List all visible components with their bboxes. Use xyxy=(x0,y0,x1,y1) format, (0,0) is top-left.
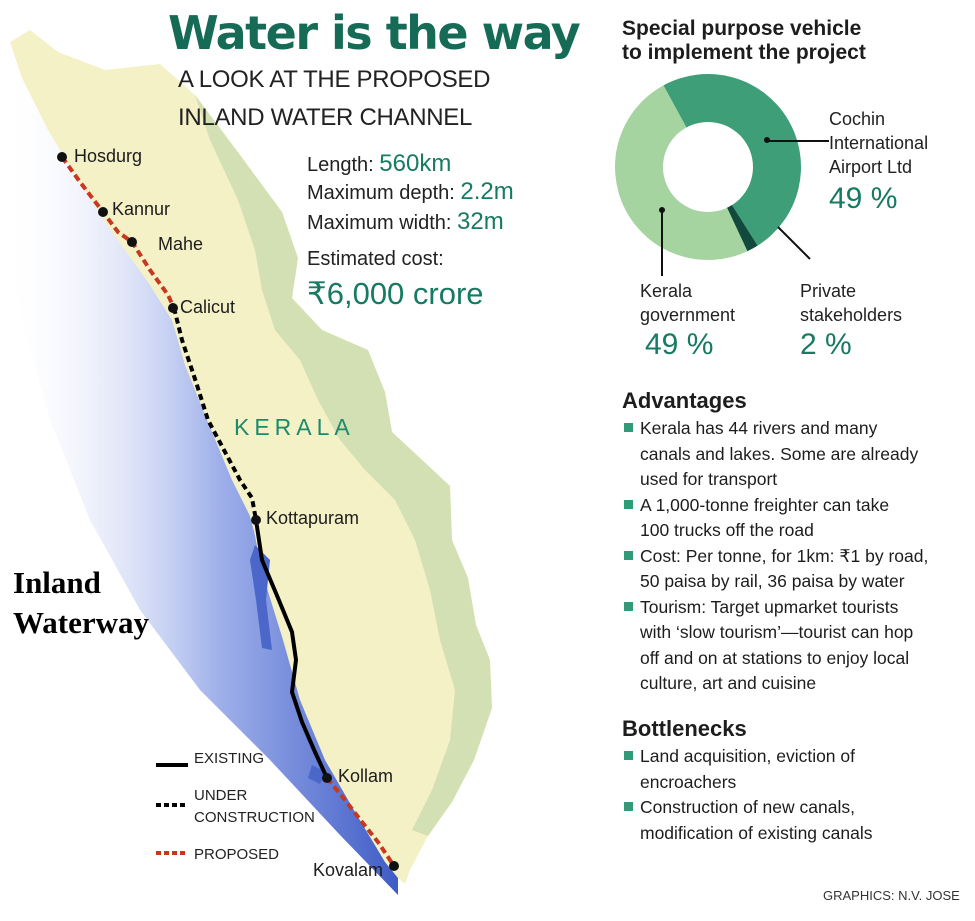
stat-cost-label: Estimated cost: xyxy=(307,248,444,270)
western-ghats xyxy=(195,95,492,836)
advantage-1-line2: canals and lakes. Some are already xyxy=(640,443,919,464)
bullet-square xyxy=(624,550,633,560)
bottlenecks-heading: Bottlenecks xyxy=(622,716,747,741)
town-dot-kannur xyxy=(98,207,108,217)
route-proposed-south xyxy=(325,776,396,868)
stat-depth-value: 2.2m xyxy=(460,178,514,205)
advantage-4-line3: off and on at stations to enjoy local xyxy=(640,647,910,668)
town-dot-calicut xyxy=(168,303,178,313)
legend-label-proposed: PROPOSED xyxy=(194,846,280,863)
town-label-calicut: Calicut xyxy=(180,297,236,317)
page-title: Water is the way xyxy=(168,6,581,60)
bullet-square xyxy=(624,751,633,760)
overlay-caption-line1: Inland xyxy=(13,565,101,600)
bottleneck-2-line1: Construction of new canals, xyxy=(640,797,855,817)
town-label-kottapuram: Kottapuram xyxy=(266,508,360,528)
bottleneck-item: Construction of new canals, modification… xyxy=(622,795,967,846)
cial-label-line1: Cochin xyxy=(829,109,886,129)
stat-depth-label: Maximum depth: xyxy=(307,182,455,204)
stat-cost-value: ₹6,000 crore xyxy=(307,276,484,311)
kerala-govt-label-line2: government xyxy=(640,305,736,325)
advantage-item: Cost: Per tonne, for 1km: ₹1 by road, 50… xyxy=(622,544,967,595)
cial-percent: 49 % xyxy=(829,182,898,215)
cial-label: Cochin International Airport Ltd xyxy=(829,107,928,179)
kerala-leader-dot xyxy=(659,207,665,213)
advantage-4-line4: culture, art and cuisine xyxy=(640,673,817,693)
bullet-square xyxy=(624,802,633,811)
bottlenecks-list: Land acquisition, eviction of encroacher… xyxy=(622,744,967,846)
private-leader-line xyxy=(777,226,811,260)
private-label: Private stakeholders xyxy=(800,279,902,327)
town-dot-kovalam xyxy=(389,861,399,871)
legend-label-existing: EXISTING xyxy=(194,750,265,767)
town-label-hosdurg: Hosdurg xyxy=(74,146,143,166)
cial-label-line3: Airport Ltd xyxy=(829,157,913,177)
bottleneck-item: Land acquisition, eviction of encroacher… xyxy=(622,744,967,795)
spv-title: Special purpose vehicle to implement the… xyxy=(622,17,866,65)
cial-leader-line xyxy=(767,140,829,142)
advantages-list: Kerala has 44 rivers and many canals and… xyxy=(622,416,967,697)
advantage-3-line1: Cost: Per tonne, for 1km: ₹1 by road, xyxy=(640,545,929,566)
kerala-govt-label-line1: Kerala xyxy=(640,281,693,301)
advantage-1-line1: Kerala has 44 rivers and many xyxy=(640,418,878,438)
spv-title-line1: Special purpose vehicle xyxy=(622,17,862,40)
kerala-leader-line xyxy=(661,212,663,276)
private-label-line2: stakeholders xyxy=(800,305,903,325)
ownership-donut-chart xyxy=(615,74,811,260)
advantage-2-line1: A 1,000-tonne freighter can take xyxy=(640,494,890,515)
stat-width: Maximum width: 32m xyxy=(307,208,504,236)
advantage-3-line2: 50 paisa by rail, 36 paisa by water xyxy=(640,571,905,591)
town-label-mahe: Mahe xyxy=(158,234,204,254)
route-proposed-north xyxy=(60,155,176,309)
advantage-4-line1: Tourism: Target upmarket tourists xyxy=(640,596,899,617)
bullet-square xyxy=(624,423,633,432)
kerala-govt-percent: 49 % xyxy=(645,328,714,361)
advantage-1-line3: used for transport xyxy=(640,469,778,489)
bottleneck-1-line1: Land acquisition, eviction of xyxy=(640,746,855,766)
town-dot-kollam xyxy=(322,773,332,783)
advantage-item: Tourism: Target upmarket tourists with ‘… xyxy=(622,595,967,697)
advantage-4-line2: with ‘slow tourism’—tourist can hop xyxy=(640,622,914,642)
overlay-caption-line2: Waterway xyxy=(13,605,150,640)
advantage-2-line2: 100 trucks off the road xyxy=(640,520,814,540)
stat-width-value: 32m xyxy=(457,208,504,235)
town-dot-hosdurg xyxy=(57,152,67,162)
subtitle-line1: A LOOK AT THE PROPOSED xyxy=(178,66,491,93)
town-dot-kottapuram xyxy=(251,515,261,525)
stat-width-label: Maximum width: xyxy=(307,212,452,234)
graphics-credit: GRAPHICS: N.V. JOSE xyxy=(823,888,960,903)
legend-label-under-construction-2: CONSTRUCTION xyxy=(194,809,315,826)
bottleneck-2-line2: modification of existing canals xyxy=(640,822,873,843)
subtitle-line2: INLAND WATER CHANNEL xyxy=(178,104,473,131)
spv-title-line2: to implement the project xyxy=(622,41,866,64)
cial-label-line2: International xyxy=(829,133,929,153)
route-existing xyxy=(254,519,329,779)
town-label-kovalam: Kovalam xyxy=(313,860,384,880)
bottleneck-1-line2: encroachers xyxy=(640,771,737,792)
legend-label-under-construction-1: UNDER xyxy=(194,787,248,804)
private-label-line1: Private xyxy=(800,281,857,301)
kerala-govt-label: Kerala government xyxy=(640,279,735,327)
kerala-map xyxy=(0,30,492,895)
private-percent: 2 % xyxy=(800,328,852,361)
stat-depth: Maximum depth: 2.2m xyxy=(307,178,514,206)
stat-length-label: Length: xyxy=(307,154,374,176)
town-dot-mahe xyxy=(127,237,137,247)
route-under-construction xyxy=(172,307,258,521)
stat-length-value: 560km xyxy=(379,150,452,177)
bullet-square xyxy=(624,499,633,509)
advantages-heading: Advantages xyxy=(622,388,747,413)
region-label-kerala: KERALA xyxy=(234,414,355,440)
advantage-item: Kerala has 44 rivers and many canals and… xyxy=(622,416,967,493)
town-label-kannur: Kannur xyxy=(112,199,171,219)
stat-length: Length: 560km xyxy=(307,150,451,178)
advantage-item: A 1,000-tonne freighter can take 100 tru… xyxy=(622,493,967,544)
town-label-kollam: Kollam xyxy=(338,766,394,786)
bullet-square xyxy=(624,601,633,611)
donut-hole xyxy=(663,122,753,212)
